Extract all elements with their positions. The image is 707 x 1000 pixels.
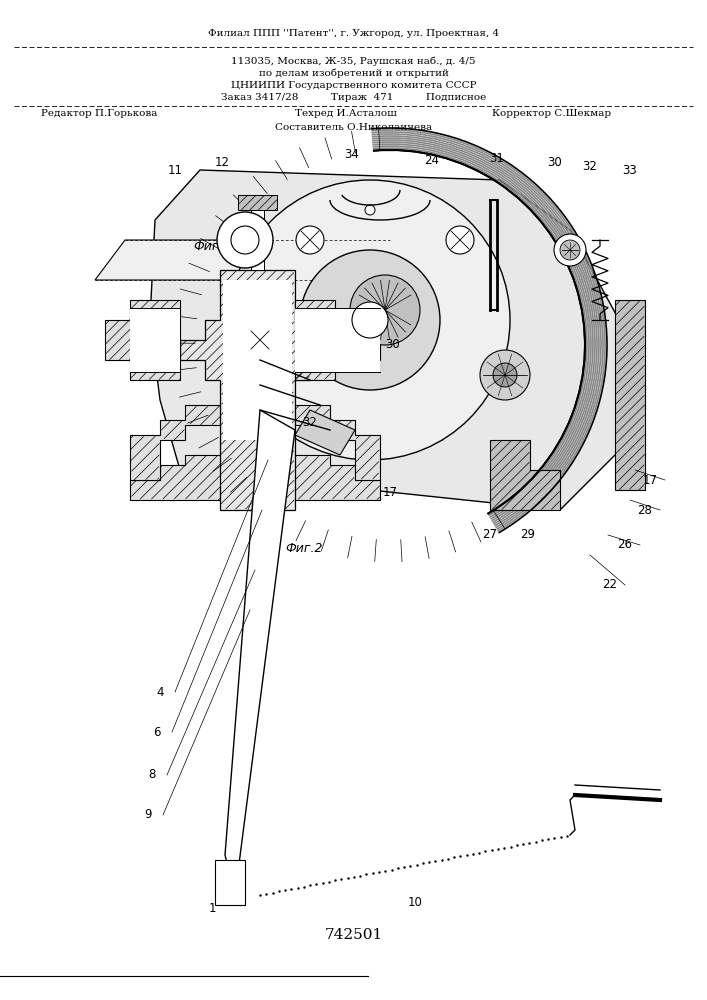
- Circle shape: [560, 240, 580, 260]
- Bar: [215, 860, 245, 905]
- Bar: [251, 210, 264, 270]
- Text: по делам изобретений и открытий: по делам изобретений и открытий: [259, 68, 448, 78]
- Bar: [223, 280, 292, 440]
- Text: 34: 34: [344, 148, 359, 161]
- Bar: [238, 195, 277, 210]
- Polygon shape: [180, 270, 335, 510]
- Circle shape: [352, 302, 388, 338]
- Text: 1: 1: [209, 902, 216, 914]
- Text: 30: 30: [548, 155, 562, 168]
- Bar: [130, 308, 180, 372]
- Text: 8: 8: [148, 768, 156, 782]
- Text: Заказ 3417/28          Тираж  471          Подписное: Заказ 3417/28 Тираж 471 Подписное: [221, 94, 486, 103]
- Text: 17: 17: [643, 474, 658, 487]
- Text: 11: 11: [168, 163, 182, 176]
- Text: 742501: 742501: [325, 928, 382, 942]
- Polygon shape: [295, 300, 380, 380]
- Text: 6: 6: [153, 726, 160, 738]
- Circle shape: [246, 326, 274, 354]
- Text: 10: 10: [407, 896, 423, 910]
- Polygon shape: [105, 300, 180, 380]
- Polygon shape: [490, 440, 560, 510]
- Circle shape: [480, 350, 530, 400]
- Text: 28: 28: [638, 504, 653, 516]
- Text: 4: 4: [156, 686, 164, 698]
- Text: 17: 17: [382, 486, 397, 498]
- Circle shape: [230, 180, 510, 460]
- Text: 22: 22: [602, 578, 617, 591]
- Circle shape: [493, 363, 517, 387]
- Circle shape: [365, 205, 375, 215]
- Circle shape: [296, 226, 324, 254]
- Text: 9: 9: [144, 808, 152, 822]
- Text: 24: 24: [424, 153, 440, 166]
- Text: Техред И.Асталош: Техред И.Асталош: [296, 108, 397, 117]
- Polygon shape: [130, 405, 380, 480]
- Polygon shape: [150, 170, 630, 510]
- Text: Филиал ППП ''Патент'', г. Ужгород, ул. Проектная, 4: Филиал ППП ''Патент'', г. Ужгород, ул. П…: [208, 29, 499, 38]
- Text: 31: 31: [489, 151, 504, 164]
- Text: Редактор П.Горькова: Редактор П.Горькова: [41, 108, 157, 117]
- Text: 26: 26: [617, 538, 633, 552]
- Polygon shape: [225, 410, 295, 895]
- Text: 32: 32: [303, 416, 317, 428]
- Text: 29: 29: [520, 528, 535, 542]
- Polygon shape: [95, 240, 420, 280]
- Text: ЦНИИПИ Государственного комитета СССР: ЦНИИПИ Государственного комитета СССР: [230, 81, 477, 90]
- Text: 12: 12: [214, 155, 230, 168]
- Circle shape: [554, 234, 586, 266]
- Polygon shape: [295, 410, 355, 455]
- Text: Фиг.2: Фиг.2: [285, 542, 323, 554]
- Text: 113035, Москва, Ж-35, Раушская наб., д. 4/5: 113035, Москва, Ж-35, Раушская наб., д. …: [231, 56, 476, 66]
- Text: 33: 33: [623, 163, 638, 176]
- Text: 32: 32: [583, 160, 597, 174]
- Text: Фиг.3: Фиг.3: [193, 240, 231, 253]
- Text: 30: 30: [385, 338, 400, 352]
- Circle shape: [300, 250, 440, 390]
- Text: Корректор С.Шекмар: Корректор С.Шекмар: [492, 108, 611, 117]
- Polygon shape: [130, 455, 380, 500]
- Polygon shape: [615, 300, 645, 490]
- Circle shape: [231, 226, 259, 254]
- Text: 27: 27: [482, 528, 498, 542]
- Circle shape: [350, 275, 420, 345]
- Bar: [295, 308, 380, 372]
- Circle shape: [217, 212, 273, 268]
- Circle shape: [446, 226, 474, 254]
- Text: Составитель О.Николаичева: Составитель О.Николаичева: [275, 123, 432, 132]
